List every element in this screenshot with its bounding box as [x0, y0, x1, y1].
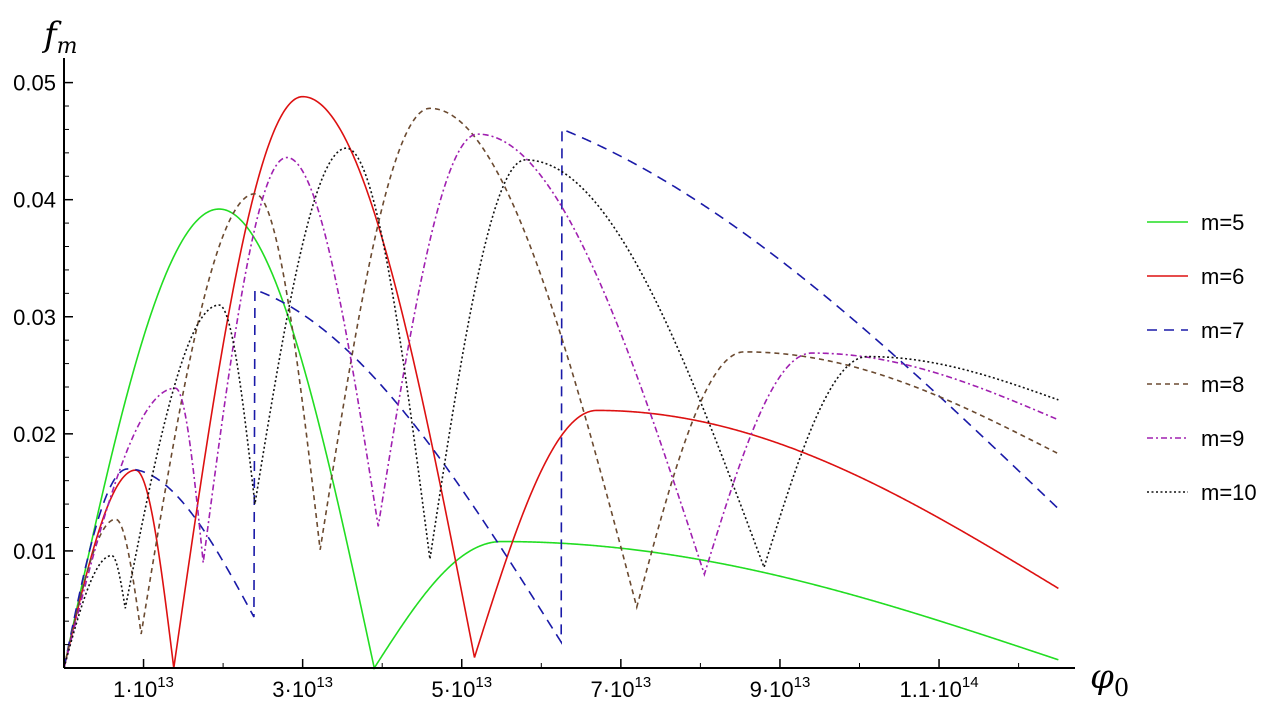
series-curves	[63, 95, 1059, 671]
x-tick-label: 1.1·1014	[900, 674, 979, 702]
x-axis-ticks: 1·1013 3·1013 5·1013 7·1013 9·1013 1.1·1014	[113, 659, 1020, 702]
x-tick-label: 7·1013	[590, 674, 651, 702]
series-line-m-8	[63, 107, 1059, 669]
x-tick-label: 3·1013	[272, 674, 333, 702]
legend-label: m=7	[1201, 318, 1244, 343]
series-line-m-6	[63, 95, 1059, 669]
series-line-m-9	[63, 133, 1059, 669]
legend-label: m=9	[1201, 426, 1244, 451]
y-axis-title: fm	[41, 15, 77, 59]
legend-label: m=8	[1201, 372, 1244, 397]
y-tick-label: 0.05	[13, 71, 56, 96]
y-tick-label: 0.04	[13, 188, 56, 213]
series-line-m-7	[63, 127, 1059, 669]
legend-label: m=6	[1201, 264, 1244, 289]
y-axis-ticks: 0.01 0.02 0.03 0.04 0.05	[13, 71, 73, 646]
x-tick-label: 9·1013	[750, 674, 811, 702]
y-tick-label: 0.02	[13, 422, 56, 447]
y-tick-label: 0.03	[13, 305, 56, 330]
x-axis-title: φ0	[1090, 657, 1129, 702]
x-tick-label: 5·1013	[431, 674, 492, 702]
legend-label: m=10	[1201, 480, 1257, 505]
y-tick-label: 0.01	[13, 539, 56, 564]
legend-label: m=5	[1201, 210, 1244, 235]
series-line-m-10	[63, 147, 1059, 669]
x-tick-label: 1·1013	[113, 674, 174, 702]
legend: m=5 m=6 m=7 m=8 m=9 m=10	[1147, 210, 1257, 505]
